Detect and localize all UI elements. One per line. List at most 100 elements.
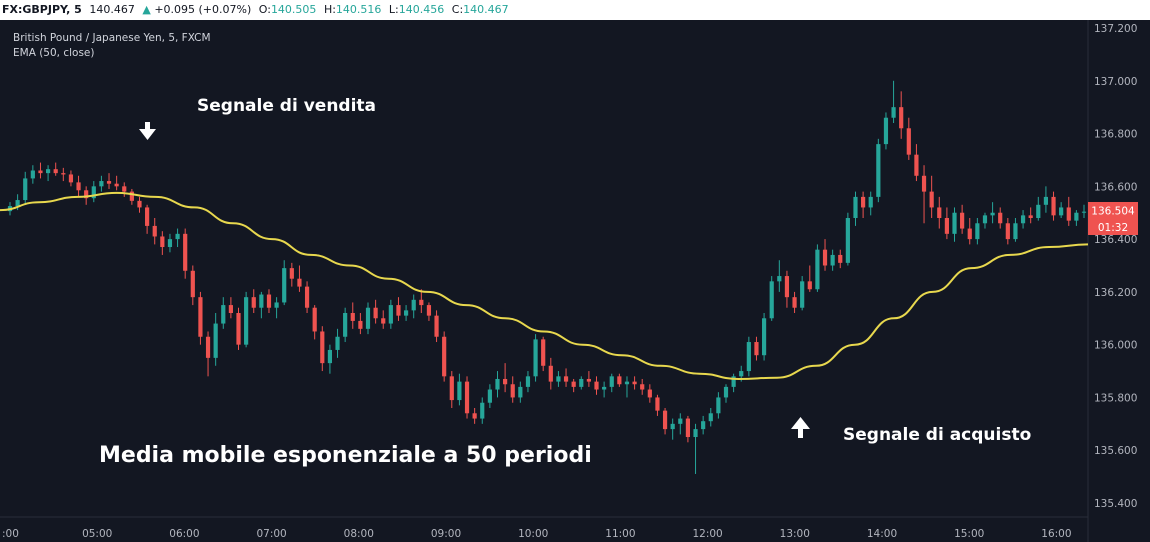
candle — [1051, 191, 1056, 221]
candle — [495, 371, 500, 398]
candle — [1066, 196, 1071, 226]
countdown-text: 01:32 — [1098, 222, 1128, 234]
price-tick-label: 136.600 — [1094, 181, 1137, 193]
last-price: 140.467 — [89, 3, 135, 16]
candle — [990, 202, 995, 224]
candle — [563, 368, 569, 387]
candle — [921, 165, 927, 224]
candle — [1081, 204, 1087, 218]
ema-line — [0, 191, 1089, 381]
candle — [701, 415, 706, 435]
low-value: 140.456 — [398, 3, 445, 16]
candle — [274, 297, 279, 319]
buy-signal-label: Segnale di acquisto — [843, 425, 1031, 445]
candle — [205, 331, 211, 377]
price-tick-label: 137.000 — [1094, 76, 1137, 88]
candle — [312, 305, 317, 340]
time-tick-label: 16:00 — [1041, 528, 1071, 540]
candle — [510, 376, 515, 403]
time-axis[interactable]: :00 05:00 06:00 07:00 08:00 09:00 10:00 11:00 12… — [2, 528, 1072, 540]
time-tick-label: 15:00 — [954, 528, 984, 540]
time-tick-label: :00 — [2, 528, 19, 540]
candle — [937, 196, 942, 229]
candle — [403, 305, 409, 321]
candle — [53, 162, 58, 176]
price-tick-label: 136.800 — [1094, 129, 1137, 141]
symbol-label[interactable]: FX:GBPJPY, 5 — [2, 3, 82, 16]
candle — [358, 313, 363, 335]
candle — [784, 270, 790, 308]
candle — [251, 289, 256, 313]
price-chart[interactable]: 135.400 135.600 135.800 136.000 136.200 136.4… — [0, 20, 1150, 542]
candle — [228, 297, 233, 319]
candle — [1005, 218, 1010, 245]
up-arrow-icon: ▲ — [142, 3, 151, 16]
candle — [289, 262, 294, 287]
price-axis[interactable]: 135.400 135.600 135.800 136.000 136.200 136.4… — [1094, 23, 1137, 510]
candle — [327, 344, 333, 374]
price-tick-label: 136.400 — [1094, 234, 1137, 246]
candle — [960, 204, 965, 234]
candle — [579, 376, 584, 390]
candle — [129, 188, 134, 205]
candle — [594, 376, 599, 395]
candle — [373, 299, 378, 324]
candle — [190, 265, 195, 306]
candle — [548, 357, 553, 390]
last-price-tag-text: 136.504 — [1091, 206, 1135, 218]
indicator-label: EMA (50, close) — [13, 47, 95, 59]
candle — [266, 289, 272, 313]
candle — [632, 376, 637, 390]
candle — [61, 167, 66, 182]
candle — [30, 165, 35, 184]
time-tick-label: 14:00 — [867, 528, 897, 540]
candle — [975, 218, 980, 245]
candle — [1028, 207, 1033, 224]
price-tick-label: 135.400 — [1094, 498, 1137, 510]
candle — [145, 204, 150, 234]
price-tick-label: 135.600 — [1094, 445, 1137, 457]
quote-bar: FX:GBPJPY, 5 140.467 ▲ +0.095 (+0.07%) O… — [0, 0, 1150, 20]
candle — [1013, 218, 1018, 242]
candle — [396, 297, 401, 321]
candle — [807, 265, 812, 292]
candle — [388, 299, 393, 329]
candle — [861, 191, 866, 218]
candle — [533, 334, 538, 382]
countdown-tag: 01:32 — [1088, 219, 1138, 235]
candle — [106, 173, 112, 189]
candle — [647, 384, 652, 403]
candle — [1020, 210, 1026, 229]
candle — [350, 302, 355, 329]
time-tick-label: 10:00 — [518, 528, 548, 540]
candle — [640, 378, 645, 395]
candle — [419, 289, 424, 313]
candle — [914, 144, 919, 182]
candle — [464, 376, 470, 419]
candle — [198, 291, 203, 345]
candle — [1036, 196, 1041, 221]
high-label: H: — [323, 3, 336, 16]
time-tick-label: 12:00 — [692, 528, 722, 540]
candle — [1043, 186, 1049, 213]
candle — [68, 170, 74, 187]
time-tick-label: 09:00 — [431, 528, 461, 540]
candle — [952, 207, 957, 242]
high-value: 140.516 — [335, 3, 382, 16]
candle — [297, 265, 302, 292]
candle — [777, 260, 782, 292]
candle — [426, 302, 432, 321]
time-tick-label: 11:00 — [605, 528, 635, 540]
candle — [472, 408, 477, 424]
candle — [23, 171, 28, 205]
close-label: C: — [451, 3, 464, 16]
candle — [967, 218, 972, 245]
candle — [343, 307, 348, 343]
candle — [662, 408, 668, 435]
candle — [624, 376, 630, 398]
candle — [769, 276, 774, 321]
candle — [434, 310, 439, 343]
candle — [45, 165, 51, 182]
candle — [693, 423, 698, 474]
candle — [761, 313, 767, 361]
